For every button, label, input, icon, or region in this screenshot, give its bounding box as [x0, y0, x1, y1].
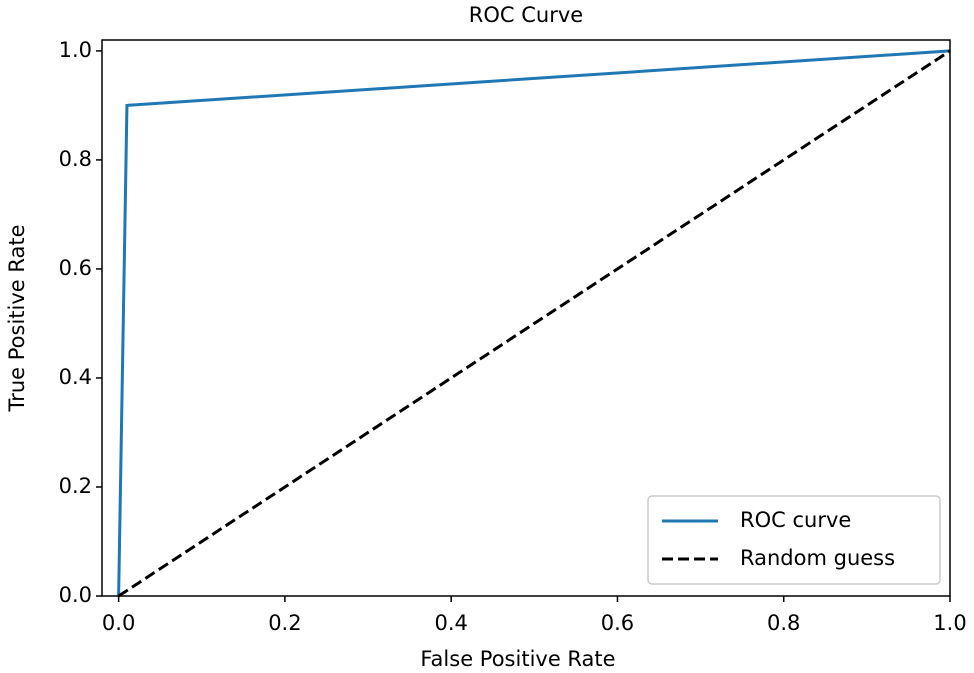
series-line [117, 49, 951, 598]
x-tick-label: 1.0 [933, 611, 966, 635]
chart-title: ROC Curve [469, 3, 583, 27]
legend-label: ROC curve [740, 508, 851, 532]
plot-frame [101, 39, 951, 597]
y-tick-label: 1.0 [59, 38, 92, 62]
y-axis-label: True Positive Rate [5, 224, 29, 412]
y-tick-label: 0.6 [59, 256, 92, 280]
legend-box [647, 495, 941, 585]
x-tick-label: 0.8 [767, 611, 800, 635]
x-axis-label: False Positive Rate [420, 647, 615, 671]
y-tick-label: 0.4 [59, 365, 92, 389]
x-tick-label: 0.4 [434, 611, 467, 635]
y-tick-label: 0.2 [59, 474, 92, 498]
y-tick-label: 0.0 [59, 583, 92, 607]
x-tick-label: 0.0 [102, 611, 135, 635]
x-tick-label: 0.2 [268, 611, 301, 635]
legend-label: Random guess [740, 546, 895, 570]
x-tick-label: 0.6 [601, 611, 634, 635]
y-tick-label: 0.8 [59, 147, 92, 171]
series-line [117, 49, 951, 597]
